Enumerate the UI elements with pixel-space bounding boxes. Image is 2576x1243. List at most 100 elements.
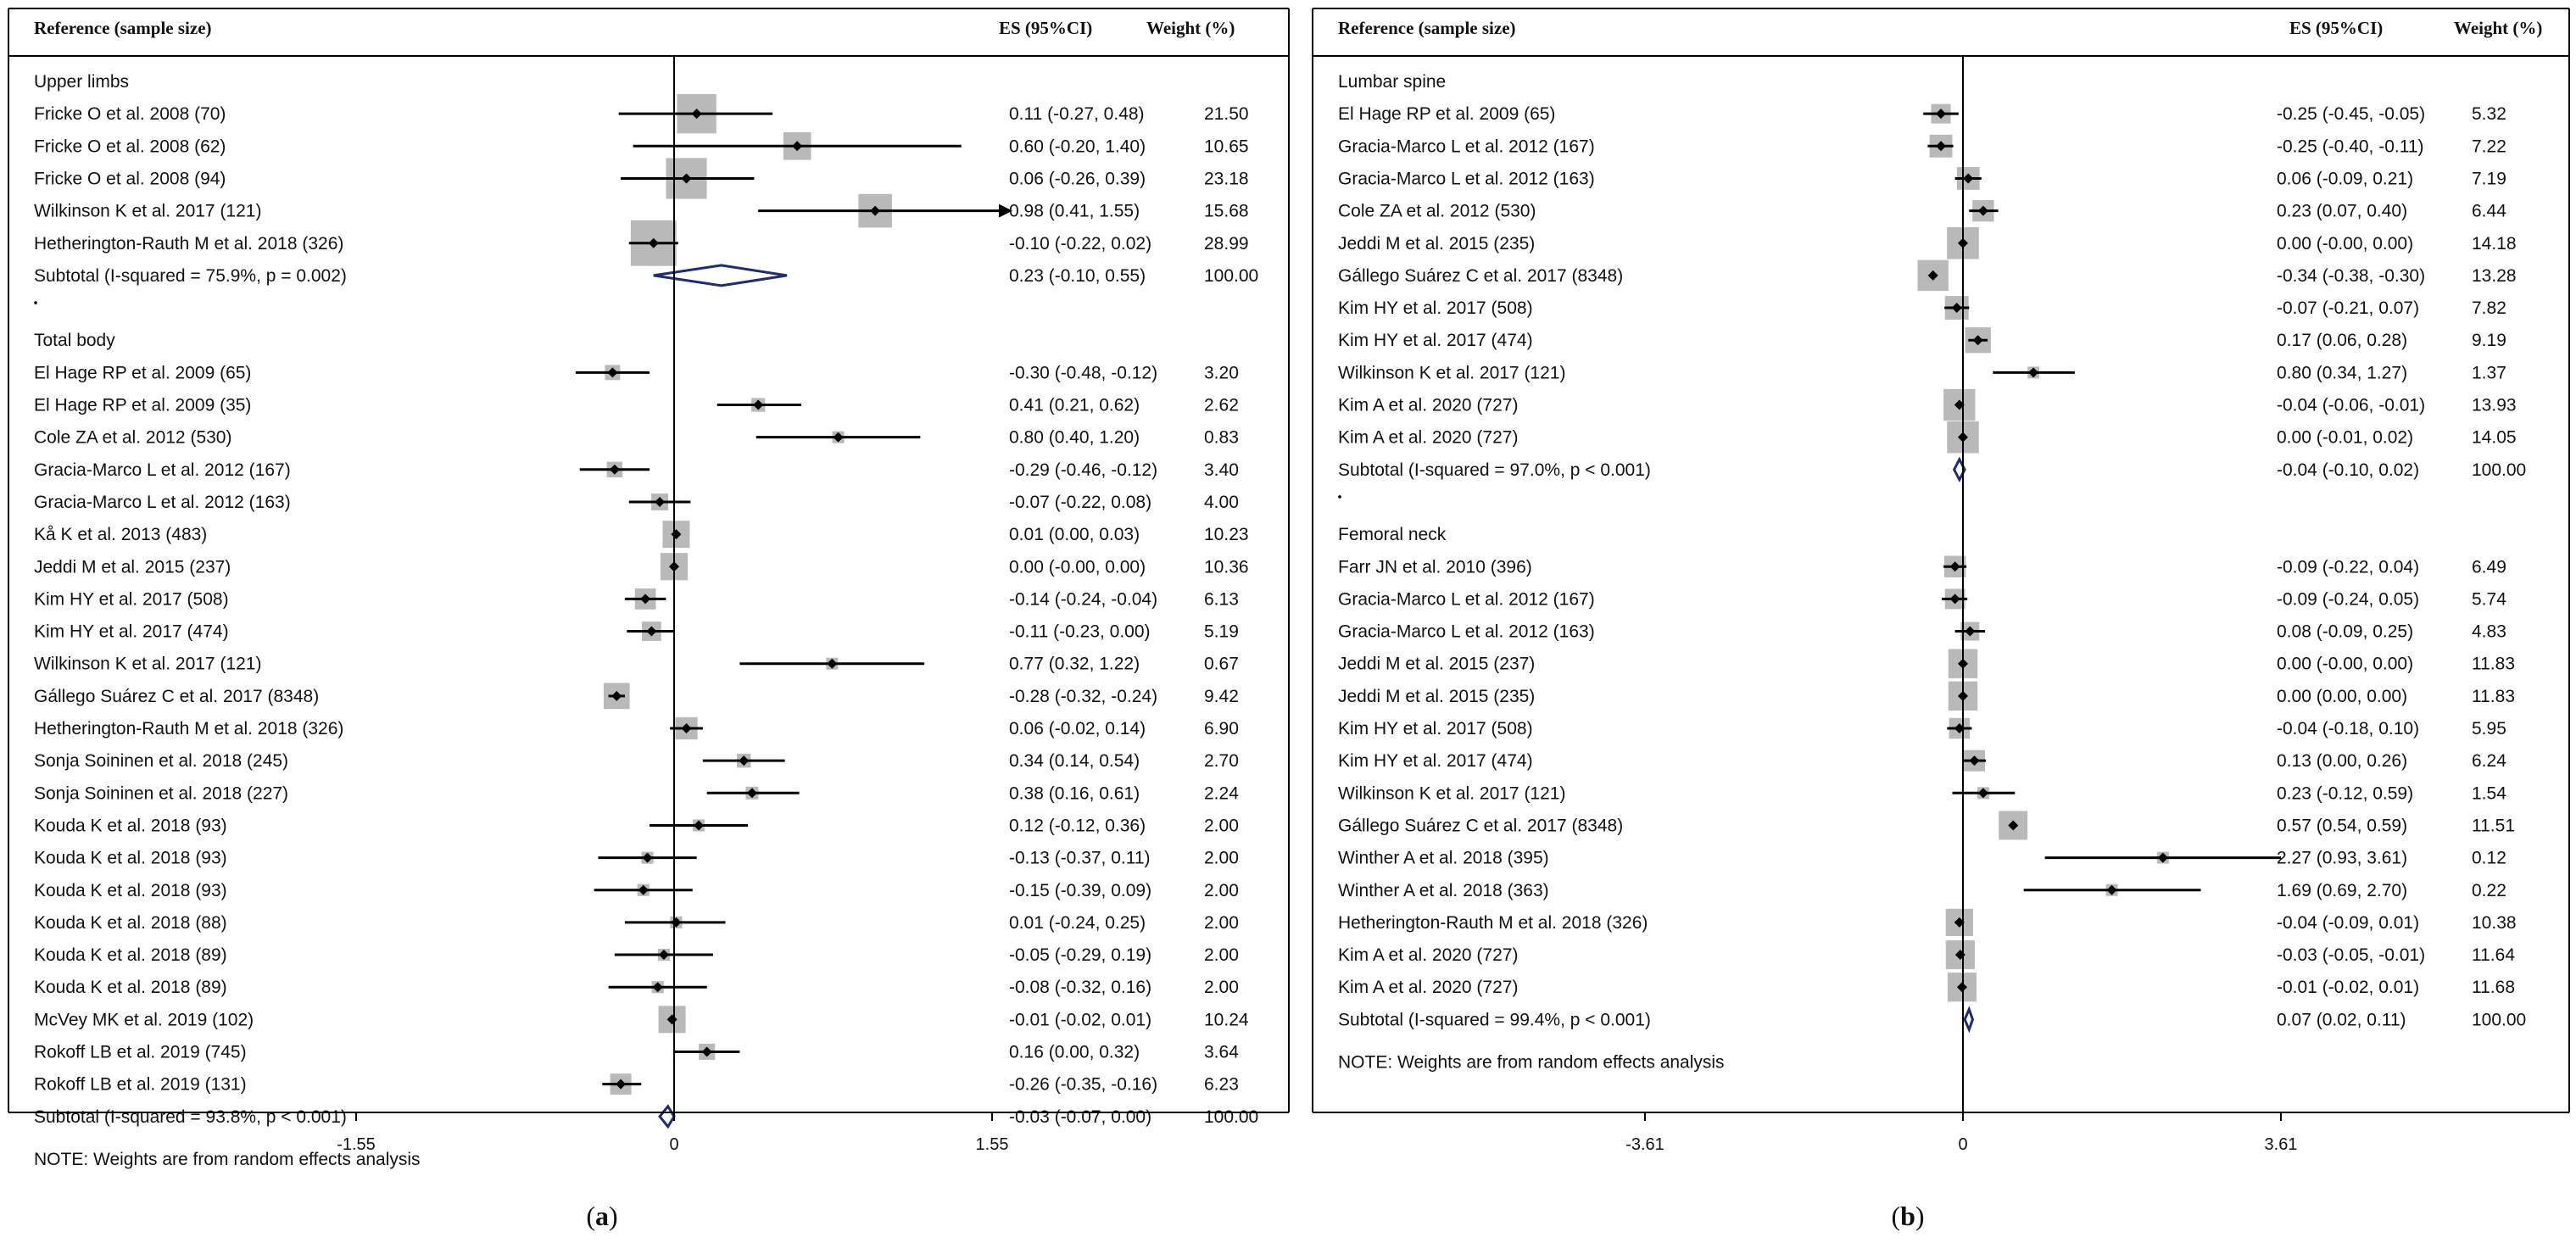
- study-weight: 6.44: [2472, 202, 2506, 221]
- study-ci-text: 0.08 (-0.09, 0.25): [2277, 622, 2413, 642]
- subtotal-weight: 100.00: [1204, 1107, 1258, 1127]
- study-ci-text: 0.11 (-0.27, 0.48): [1009, 104, 1145, 124]
- study-weight: 5.95: [2472, 719, 2506, 739]
- point-estimate: [739, 755, 750, 766]
- study-weight: 0.22: [2472, 881, 2506, 900]
- point-estimate: [1936, 141, 1947, 152]
- point-estimate: [2106, 884, 2117, 895]
- study-label: Kim HY et al. 2017 (474): [1338, 751, 1533, 771]
- study-label: El Hage RP et al. 2009 (65): [34, 363, 251, 382]
- point-estimate: [616, 1079, 627, 1090]
- study-weight: 6.24: [2472, 751, 2506, 771]
- study-label: Kouda K et al. 2018 (93): [34, 881, 227, 900]
- group-title: Upper limbs: [34, 72, 129, 92]
- study-ci-text: -0.25 (-0.40, -0.11): [2277, 137, 2424, 156]
- caption-paren-close: ): [1915, 1201, 1925, 1231]
- study-weight: 23.18: [1204, 169, 1249, 188]
- study-weight: 2.00: [1204, 816, 1239, 835]
- study-ci-text: -0.05 (-0.29, 0.19): [1009, 945, 1151, 965]
- subtotal-weight: 100.00: [2472, 460, 2526, 480]
- point-estimate: [827, 658, 838, 669]
- study-weight: 0.12: [2472, 849, 2506, 868]
- point-estimate: [753, 399, 764, 410]
- study-weight: 10.65: [1204, 137, 1249, 156]
- study-ci-text: 0.17 (0.06, 0.28): [2277, 331, 2407, 350]
- subtotal-label: Subtotal (I-squared = 97.0%, p < 0.001): [1338, 460, 1651, 480]
- header-es: ES (95%CI): [2289, 18, 2383, 38]
- study-weight: 1.37: [2472, 363, 2506, 382]
- study-ci-text: -0.04 (-0.18, 0.10): [2277, 719, 2419, 739]
- study-label: Fricke O et al. 2008 (62): [34, 137, 226, 156]
- x-tick-label: -1.55: [337, 1135, 376, 1154]
- study-ci-text: 0.01 (0.00, 0.03): [1009, 525, 1140, 544]
- header-reference: Reference (sample size): [34, 18, 212, 38]
- point-estimate: [792, 141, 803, 152]
- point-estimate: [1977, 788, 1988, 799]
- study-label: Sonja Soininen et al. 2018 (227): [34, 783, 288, 803]
- study-weight: 0.67: [1204, 655, 1239, 674]
- study-weight: 5.74: [2472, 589, 2506, 609]
- point-estimate: [1965, 626, 1976, 637]
- study-ci-text: -0.28 (-0.32, -0.24): [1009, 687, 1157, 706]
- study-ci-text: -0.11 (-0.23, 0.00): [1009, 622, 1151, 642]
- subtotal-diamond: [1952, 456, 1966, 483]
- study-label: Kouda K et al. 2018 (89): [34, 978, 227, 997]
- point-estimate: [1951, 303, 1962, 314]
- subtotal-ci-text: -0.03 (-0.07, 0.00): [1009, 1107, 1151, 1127]
- point-estimate: [746, 788, 757, 799]
- study-label: Winther A et al. 2018 (395): [1338, 849, 1549, 868]
- point-estimate: [609, 464, 620, 475]
- point-estimate: [1927, 270, 1938, 281]
- study-weight: 14.18: [2472, 234, 2517, 254]
- caption-paren-open: (: [586, 1201, 595, 1231]
- x-tick-label: 3.61: [2265, 1135, 2298, 1154]
- panel-caption: (b): [1891, 1201, 1924, 1231]
- study-ci-text: 0.06 (-0.26, 0.39): [1009, 169, 1146, 188]
- header-es: ES (95%CI): [999, 18, 1092, 38]
- point-estimate: [1972, 335, 1983, 346]
- study-ci-text: 0.00 (0.00, 0.00): [2277, 687, 2407, 706]
- study-label: Jeddi M et al. 2015 (237): [1338, 655, 1535, 674]
- study-label: Kouda K et al. 2018 (93): [34, 816, 227, 835]
- study-label: Wilkinson K et al. 2017 (121): [34, 202, 261, 221]
- study-ci-text: -0.14 (-0.24, -0.04): [1009, 589, 1157, 609]
- study-ci-text: 0.77 (0.32, 1.22): [1009, 655, 1140, 674]
- subtotal-label: Subtotal (I-squared = 93.8%, p < 0.001): [34, 1107, 347, 1127]
- study-ci-text: 1.69 (0.69, 2.70): [2277, 881, 2407, 900]
- study-weight: 2.00: [1204, 849, 1239, 868]
- point-estimate: [691, 109, 702, 120]
- study-weight: 2.00: [1204, 913, 1239, 933]
- study-ci-text: -0.04 (-0.06, -0.01): [2277, 396, 2425, 415]
- study-ci-text: -0.10 (-0.22, 0.02): [1009, 234, 1151, 254]
- point-estimate: [1954, 723, 1965, 733]
- study-weight: 10.36: [1204, 557, 1249, 577]
- study-weight: 1.54: [2472, 783, 2506, 803]
- group-separator-dot: [1338, 495, 1341, 499]
- study-weight: 5.32: [2472, 104, 2506, 124]
- study-weight: 10.38: [2472, 913, 2517, 933]
- study-weight: 2.00: [1204, 978, 1239, 997]
- study-weight: 11.83: [2472, 687, 2515, 706]
- study-label: Kim HY et al. 2017 (508): [1338, 719, 1533, 739]
- study-label: Kim A et al. 2020 (727): [1338, 945, 1518, 965]
- study-label: Kim A et al. 2020 (727): [1338, 428, 1518, 448]
- study-label: Rokoff LB et al. 2019 (745): [34, 1043, 247, 1062]
- study-label: Gracia-Marco L et al. 2012 (167): [34, 460, 291, 480]
- study-label: Gracia-Marco L et al. 2012 (163): [34, 493, 291, 512]
- study-weight: 13.28: [2472, 266, 2517, 286]
- study-weight: 6.90: [1204, 719, 1239, 739]
- study-ci-text: -0.26 (-0.35, -0.16): [1009, 1075, 1157, 1095]
- group-separator-dot: [34, 301, 37, 304]
- study-label: Gállego Suárez C et al. 2017 (8348): [1338, 816, 1623, 835]
- forest-panel-a: Reference (sample size) ES (95%CI) Weight …: [8, 8, 1290, 1231]
- study-label: Kim HY et al. 2017 (508): [34, 589, 229, 609]
- subtotal-diamond: [1963, 1006, 1975, 1034]
- point-estimate: [1936, 109, 1947, 120]
- study-ci-text: 0.06 (-0.02, 0.14): [1009, 719, 1146, 739]
- study-ci-text: 0.00 (-0.00, 0.00): [2277, 655, 2413, 674]
- study-label: Winther A et al. 2018 (363): [1338, 881, 1549, 900]
- point-estimate: [652, 982, 663, 993]
- study-weight: 2.62: [1204, 396, 1239, 415]
- caption-letter: b: [1900, 1201, 1915, 1231]
